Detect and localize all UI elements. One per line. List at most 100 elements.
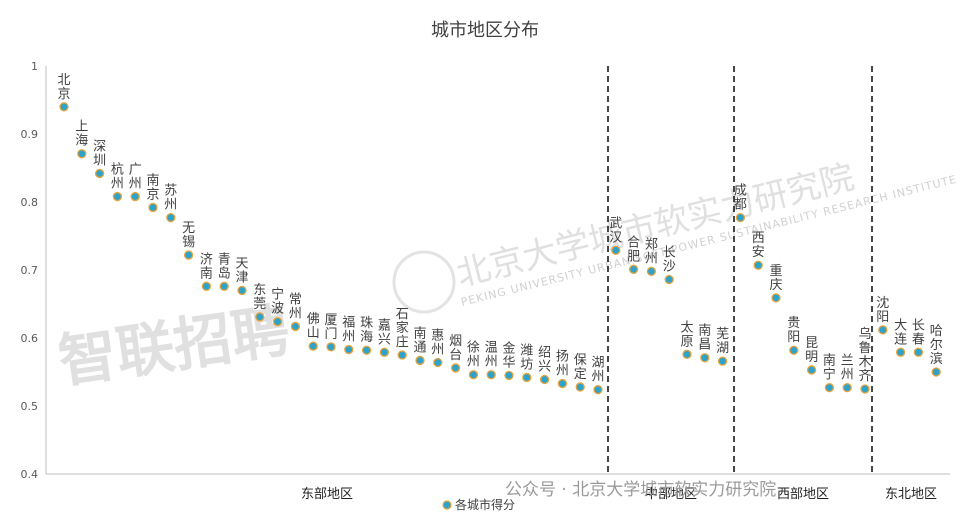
- data-point: [913, 347, 924, 357]
- y-axis: 0.4 0.5 0.6 0.7 0.8 0.9 1: [21, 60, 950, 481]
- city-label: 潍坊: [520, 343, 533, 372]
- y-tick-label: 0.9: [21, 128, 39, 141]
- legend: 各城市得分: [442, 497, 515, 512]
- data-point: [130, 191, 140, 202]
- data-point: [628, 264, 639, 274]
- city-label: 烟台: [449, 334, 462, 363]
- data-point: [878, 325, 888, 335]
- data-point: [379, 347, 390, 357]
- data-point: [771, 293, 781, 303]
- city-label: 大连: [894, 318, 907, 347]
- data-point: [931, 367, 941, 377]
- data-point: [326, 342, 336, 352]
- city-label: 南昌: [698, 323, 711, 353]
- data-point: [468, 370, 479, 380]
- city-label: 广州: [129, 163, 142, 192]
- city-label: 石家庄: [396, 307, 409, 350]
- data-point: [646, 266, 657, 277]
- data-point: [308, 341, 318, 351]
- city-label: 天津: [235, 256, 248, 285]
- city-label: 沈阳: [876, 296, 889, 325]
- city-label: 保定: [574, 353, 587, 382]
- data-point: [842, 382, 852, 393]
- chart-title: 城市地区分布: [431, 20, 539, 41]
- data-point: [557, 378, 568, 389]
- city-label: 哈尔滨: [930, 324, 943, 367]
- data-point: [664, 274, 674, 285]
- city-label: 重庆: [769, 263, 782, 293]
- wechat-footer-watermark: 公众号 · 北京大学城市软实力研究院: [505, 480, 776, 500]
- data-point: [450, 363, 461, 373]
- city-label: 扬州: [556, 350, 569, 379]
- data-point: [148, 202, 158, 213]
- city-label: 芜湖: [716, 327, 729, 356]
- city-label: 温州: [485, 341, 498, 370]
- data-point: [700, 353, 710, 363]
- region-label: 西部地区: [777, 487, 829, 502]
- data-point: [201, 281, 212, 291]
- city-label: 常州: [289, 292, 302, 321]
- city-label: 金华: [502, 340, 515, 370]
- city-label: 福州: [342, 316, 355, 345]
- data-point: [433, 357, 443, 368]
- y-tick-label: 0.7: [21, 264, 39, 277]
- region-label: 东部地区: [301, 487, 353, 502]
- y-tick-label: 1: [31, 60, 38, 73]
- city-label: 北京: [57, 73, 70, 102]
- data-point: [806, 365, 817, 375]
- city-label: 绍兴: [538, 345, 551, 374]
- data-point: [112, 191, 123, 202]
- city-label: 上海: [75, 120, 88, 149]
- data-point: [183, 250, 194, 260]
- data-point: [611, 245, 621, 255]
- seal-watermark: [392, 250, 456, 314]
- data-point: [539, 374, 550, 385]
- data-point: [344, 344, 354, 355]
- data-point: [290, 321, 301, 332]
- data-point: [77, 149, 87, 159]
- y-tick-label: 0.6: [21, 332, 39, 345]
- city-label: 惠州: [431, 328, 444, 357]
- data-point: [361, 345, 372, 355]
- data-point: [717, 356, 728, 366]
- city-label: 武汉: [609, 216, 622, 245]
- data-point: [593, 385, 603, 395]
- data-point: [824, 382, 835, 393]
- data-point: [255, 312, 265, 322]
- data-point: [522, 372, 532, 383]
- city-label: 贵阳: [787, 316, 800, 345]
- data-point: [59, 102, 69, 112]
- city-label: 兰州: [841, 354, 854, 383]
- region-label: 中部地区: [645, 487, 697, 502]
- y-tick-label: 0.4: [21, 468, 39, 481]
- city-label: 深圳: [93, 139, 106, 168]
- city-label: 宁波: [271, 287, 284, 317]
- region-labels: 东部地区 中部地区 西部地区 东北地区: [301, 487, 937, 502]
- data-point: [682, 349, 692, 359]
- y-tick-label: 0.8: [21, 196, 39, 209]
- data-point: [895, 347, 906, 357]
- data-point: [575, 382, 585, 392]
- city-label: 厦门: [324, 313, 337, 342]
- city-label: 乌鲁木齐: [858, 326, 871, 384]
- region-label: 东北地区: [885, 487, 937, 502]
- city-label: 长沙: [663, 246, 676, 275]
- city-label: 嘉兴: [378, 318, 391, 347]
- city-label: 长春: [912, 318, 925, 347]
- city-label: 青岛: [218, 252, 231, 281]
- city-label: 成都: [734, 184, 747, 213]
- data-point: [237, 285, 247, 296]
- city-label: 西安: [752, 231, 765, 260]
- data-point: [735, 212, 746, 223]
- data-point: [860, 384, 870, 394]
- legend-label: 各城市得分: [455, 497, 515, 512]
- legend-marker: [442, 500, 452, 510]
- institute-watermark: 北京大学城市软实力研究院: [453, 157, 859, 295]
- data-point: [272, 317, 283, 327]
- y-tick-label: 0.5: [21, 400, 39, 413]
- data-point: [486, 370, 496, 380]
- city-label: 苏州: [164, 183, 177, 213]
- data-points: [59, 102, 941, 395]
- city-label: 昆明: [805, 336, 818, 365]
